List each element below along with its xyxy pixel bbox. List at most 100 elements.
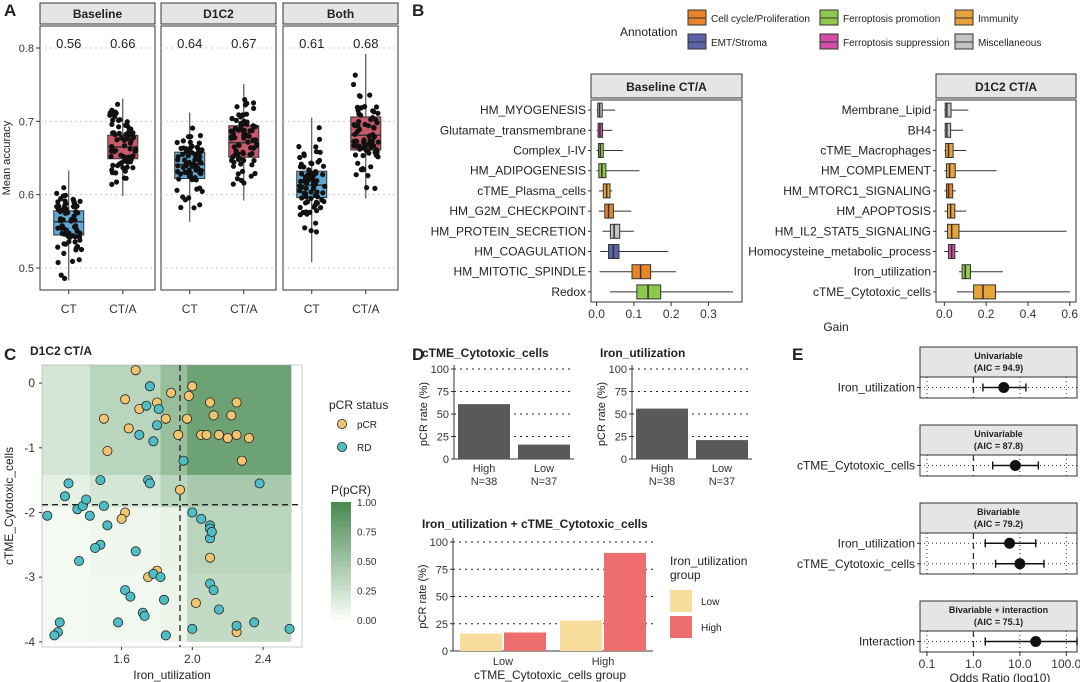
model-aic: (AIC = 75.1)	[974, 617, 1023, 627]
data-point	[230, 163, 237, 169]
data-point	[111, 111, 117, 117]
odds-ratio-point	[1004, 537, 1016, 549]
facet-strip	[39, 2, 156, 25]
data-point	[124, 119, 130, 125]
colorbar-tick-label: 1.00	[357, 498, 377, 509]
patient-point-pcr	[190, 598, 201, 609]
subplot-title: cTME_Cytotoxic_cells	[422, 346, 549, 360]
box	[944, 122, 952, 138]
legend-item: Ferroptosis promotion	[843, 14, 940, 25]
data-point	[228, 135, 235, 141]
data-point	[240, 149, 246, 155]
data-point	[302, 191, 308, 197]
data-point	[110, 130, 116, 136]
box	[973, 284, 997, 300]
data-point	[107, 110, 113, 116]
data-point	[241, 157, 247, 163]
data-point	[352, 152, 359, 158]
x-tick-label: CT	[304, 302, 321, 316]
box	[946, 223, 960, 239]
x-tick-label: 2.4	[255, 652, 272, 666]
data-point	[183, 161, 189, 167]
data-point	[319, 197, 325, 203]
x-tick-label: 10.0	[1008, 657, 1032, 671]
odds-ratio-point	[1014, 558, 1026, 570]
data-point	[356, 119, 362, 125]
x-axis-title: Odds Ratio (log10)	[950, 671, 1051, 682]
patient-point-rd	[155, 572, 166, 583]
model-title: Bivariable	[977, 507, 1020, 517]
patient-point-rd	[141, 400, 152, 411]
colorbar-segment	[331, 536, 351, 542]
data-point	[71, 224, 78, 230]
data-point	[301, 164, 307, 170]
data-point	[360, 152, 366, 159]
x-tick-label: Low	[712, 463, 732, 475]
y-tick-label: 50	[437, 409, 449, 421]
y-tick-label: 100	[609, 364, 627, 376]
colorbar-segment	[331, 546, 351, 552]
panel-e-forest-plot: Univariable (AIC = 94.9) Iron_utilization U…	[797, 346, 1080, 682]
data-point	[195, 155, 201, 161]
box	[961, 264, 971, 280]
panel-a-box-plots: Mean accuracy 0.5 0.6 0.7 0.8 Baseline 0.56 CT 0…	[1, 2, 399, 316]
data-point	[62, 275, 68, 281]
y-tick-label: 25	[615, 432, 627, 444]
odds-ratio-point	[998, 382, 1010, 393]
data-point	[119, 160, 125, 166]
patient-point-pcr	[231, 397, 242, 408]
patient-point-pcr	[116, 513, 127, 524]
x-tick-label: CT/A	[230, 302, 257, 316]
data-point	[241, 132, 247, 138]
patient-point-rd	[63, 478, 74, 489]
data-point	[252, 170, 258, 177]
x-tick-label: 0.2	[663, 307, 680, 321]
patient-point-rd	[102, 520, 113, 531]
data-point	[130, 165, 136, 171]
feature-label: HM_G2M_CHECKPOINT	[449, 204, 586, 218]
x-tick-label: CT	[61, 302, 78, 316]
colorbar-segment	[331, 531, 351, 537]
panel-c-scatter-heatmap: D1C2 CT/A 0 -1 -2 -3 -4 1.6 2.0 2.4 Iron_utilizat…	[2, 344, 388, 682]
data-point	[121, 143, 128, 149]
colorbar-segment	[331, 516, 351, 523]
data-point	[188, 134, 194, 140]
y-tick-label: 50	[615, 409, 627, 421]
data-point	[240, 121, 246, 127]
facet-title: Baseline CT/A	[626, 80, 707, 94]
legend-item: Low	[701, 597, 720, 608]
data-point	[356, 93, 363, 99]
data-point	[358, 112, 364, 118]
patient-point-rd	[249, 617, 260, 628]
feature-label: Glutamate_transmembrane	[440, 123, 586, 137]
data-point	[362, 104, 368, 110]
facet-strip	[590, 73, 743, 99]
patient-point-rd	[95, 475, 106, 486]
patient-point-rd	[81, 494, 92, 505]
facet-strip	[935, 73, 1077, 99]
subplot-title: Iron_utilization	[600, 346, 685, 360]
data-point	[189, 177, 195, 183]
mean-accuracy-label: 0.66	[110, 36, 135, 51]
x-tick-label: High	[651, 463, 674, 475]
box	[945, 143, 954, 158]
colorbar-segment	[331, 585, 351, 592]
patient-point-rd	[54, 617, 65, 628]
data-point	[373, 147, 379, 153]
sample-size-label: N=37	[531, 476, 558, 488]
patient-point-rd	[144, 478, 155, 489]
facet-title: Both	[327, 7, 354, 21]
patient-point-pcr	[173, 429, 184, 440]
data-point	[77, 230, 83, 236]
y-tick-label: 50	[436, 592, 448, 604]
data-point	[353, 172, 359, 178]
data-point	[124, 136, 130, 142]
y-tick-label: -4	[24, 635, 35, 649]
data-point	[355, 160, 361, 166]
x-tick-label: CT/A	[109, 302, 136, 316]
probability-tile	[42, 365, 90, 475]
colorbar-segment	[331, 541, 351, 547]
data-point	[313, 199, 319, 205]
mean-accuracy-label: 0.64	[177, 36, 202, 51]
